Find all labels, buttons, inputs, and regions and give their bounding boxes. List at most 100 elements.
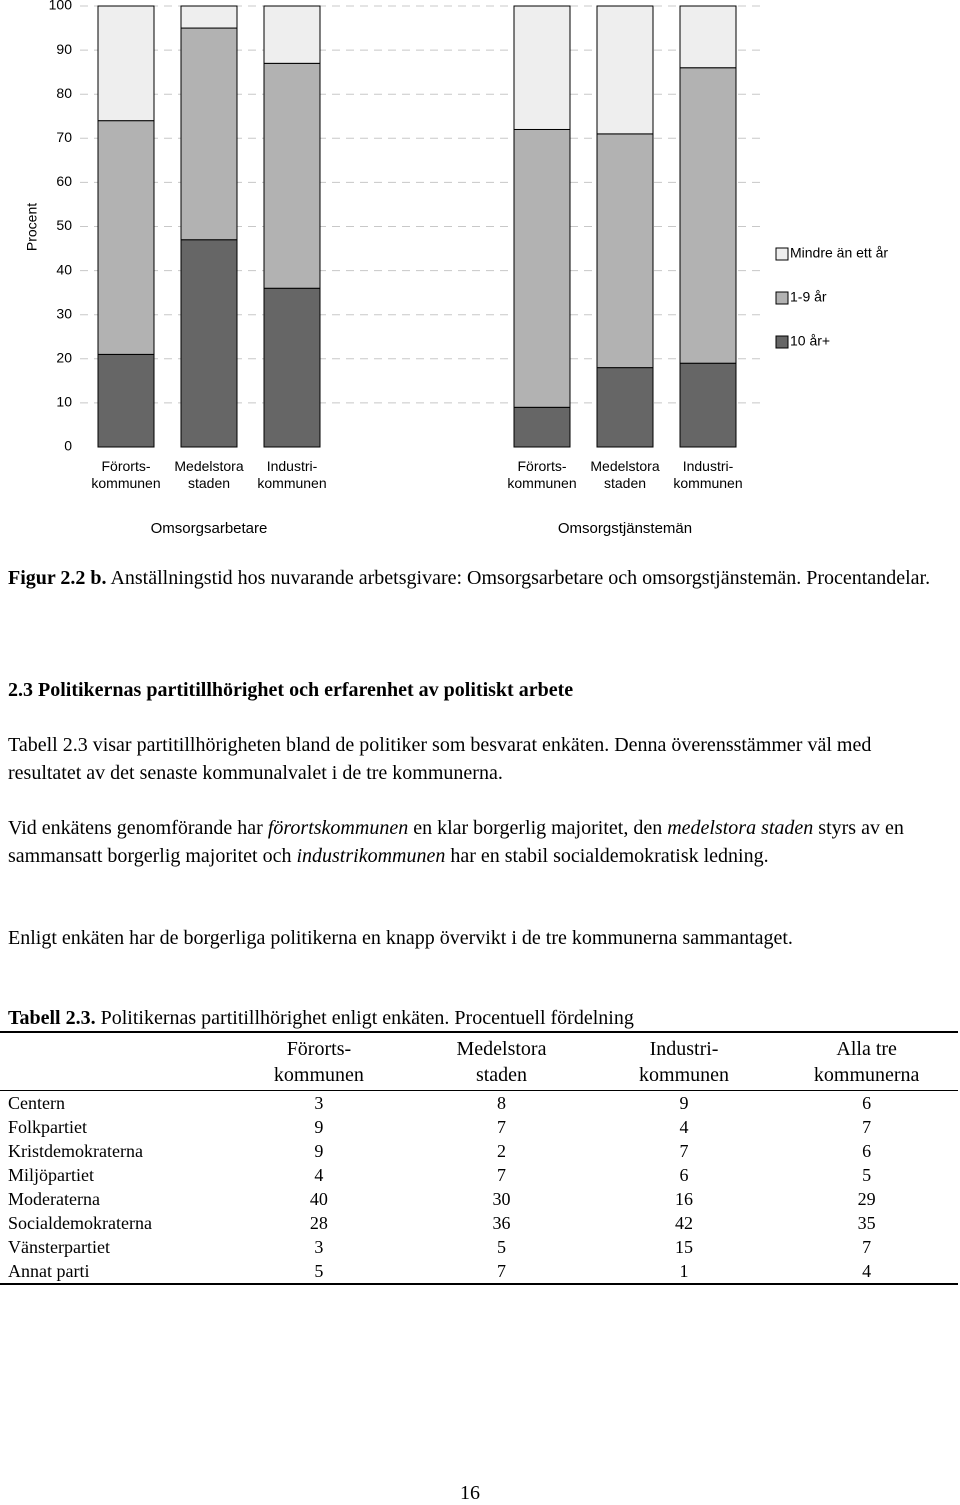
- group-label: Omsorgsarbetare: [150, 520, 268, 537]
- legend-label: 10 år+: [790, 333, 830, 349]
- legend-label: Mindre än ett år: [790, 245, 888, 261]
- text: Enligt enkäten har de borgerliga politik…: [8, 927, 793, 949]
- text: styrs av en sammansatt borgerlig majorit…: [8, 817, 904, 867]
- text: har en stabil socialdemokratisk ledning.: [445, 845, 769, 867]
- table-cell: 3: [314, 1237, 324, 1257]
- bar-segment: [596, 5, 654, 135]
- table-cell: 4: [679, 1117, 689, 1137]
- caption-text: Anställningstid hos nuvarande arbetsgiva…: [110, 567, 931, 589]
- table-header: Industri- kommunen: [592, 1032, 776, 1091]
- paragraph: Enligt enkäten har de borgerliga politik…: [8, 924, 948, 952]
- table-cell: 28: [309, 1213, 328, 1233]
- x-tick-label: Medelstora staden: [590, 458, 660, 491]
- y-tick-label: 100: [49, 0, 73, 13]
- table-cell: 8: [496, 1093, 506, 1113]
- table-cell: 30: [492, 1189, 511, 1209]
- chart: Procent 0 10 20 30 40 50 60 70 80 90 100 10 år+ 1-9 …: [0, 0, 960, 545]
- row-label: Socialdemokraterna: [8, 1213, 152, 1233]
- table-cell: 7: [496, 1165, 506, 1185]
- y-tick-label: 60: [56, 173, 72, 189]
- table-header: Medelstora staden: [410, 1032, 593, 1091]
- bar-segment: [513, 5, 571, 130]
- y-tick-label: 10: [56, 394, 72, 410]
- table-row: Miljöpartiet 4 7 6 5: [0, 1163, 958, 1187]
- table-cell: 3: [314, 1093, 324, 1113]
- legend-label: 1-9 år: [790, 289, 827, 305]
- legend-swatch: [775, 335, 789, 349]
- bar-segment: [596, 367, 654, 448]
- table-cell: 40: [309, 1189, 328, 1209]
- table-cell: 9: [314, 1117, 324, 1137]
- table-cell: 7: [862, 1237, 872, 1257]
- row-label: Vänsterpartiet: [8, 1237, 110, 1257]
- table-cell: 7: [496, 1261, 506, 1281]
- bar-segment: [513, 128, 571, 408]
- table-cell: 16: [675, 1189, 694, 1209]
- y-tick-label: 50: [56, 217, 72, 233]
- y-axis-title: Procent: [24, 203, 40, 251]
- caption-label: Figur 2.2 b.: [8, 567, 107, 589]
- table-cell: 4: [862, 1261, 872, 1281]
- table-cell: 7: [862, 1117, 872, 1137]
- group-label: Omsorgstjänstemän: [557, 520, 693, 537]
- row-label: Kristdemokraterna: [8, 1141, 143, 1161]
- text: Vid enkätens genomförande har: [8, 817, 268, 839]
- table-row: Kristdemokraterna 9 2 7 6: [0, 1139, 958, 1163]
- table-cell: 36: [492, 1213, 511, 1233]
- bar-segment: [679, 67, 737, 364]
- bar-segment: [596, 133, 654, 369]
- table-cell: 7: [679, 1141, 689, 1161]
- x-tick-label: Förorts- kommunen: [507, 458, 577, 491]
- table-cell: 4: [314, 1165, 324, 1185]
- y-tick-label: 0: [64, 438, 72, 454]
- legend-swatch: [775, 291, 789, 305]
- bar-segment: [263, 62, 321, 289]
- table-cell: 5: [314, 1261, 324, 1281]
- bar-segment: [97, 5, 155, 122]
- text: en klar borgerlig majoritet, den: [408, 817, 668, 839]
- italic-text: förortskommunen: [267, 817, 409, 839]
- italic-text: industrikommunen: [296, 845, 446, 867]
- x-tick-label: Industri- kommunen: [257, 458, 327, 491]
- y-tick-label: 40: [56, 261, 72, 277]
- table-header: Alla tre kommunerna: [775, 1032, 958, 1091]
- table-cell: 6: [679, 1165, 689, 1185]
- y-tick-label: 30: [56, 305, 72, 321]
- table-row: Vänsterpartiet 3 5 15 7: [0, 1235, 958, 1259]
- x-tick-label: Medelstora staden: [174, 458, 244, 491]
- table-label: Tabell 2.3.: [8, 1007, 96, 1029]
- bar-segment: [97, 353, 155, 448]
- paragraph: Vid enkätens genomförande har förortskom…: [8, 814, 948, 870]
- table-row: Socialdemokraterna 28 36 42 35: [0, 1211, 958, 1235]
- text: Tabell 2.3 visar partitillhörigheten bla…: [8, 734, 872, 784]
- y-tick-label: 20: [56, 350, 72, 366]
- table-cell: 5: [862, 1165, 872, 1185]
- table-row: Moderaterna 40 30 16 29: [0, 1187, 958, 1211]
- paragraph: Tabell 2.3 visar partitillhörigheten bla…: [8, 731, 948, 787]
- y-tick-label: 80: [56, 85, 72, 101]
- table-cell: 35: [857, 1213, 876, 1233]
- table-cell: 5: [496, 1237, 506, 1257]
- table-caption: Tabell 2.3. Politikernas partitillhörigh…: [8, 1004, 948, 1032]
- table-row: Folkpartiet 9 7 4 7: [0, 1115, 958, 1139]
- table-row: Annat parti 5 7 1 4: [0, 1259, 958, 1284]
- y-tick-label: 70: [56, 129, 72, 145]
- table-cell: 6: [862, 1093, 872, 1113]
- page-number: 16: [460, 1482, 480, 1504]
- chart-svg: Procent 0 10 20 30 40 50 60 70 80 90 100 10 år+ 1-9 …: [24, 0, 889, 454]
- table-cell: 6: [862, 1141, 872, 1161]
- table-header-row: Förorts- kommunen Medelstora staden Indust…: [0, 1032, 958, 1091]
- bar-segment: [679, 362, 737, 448]
- table-cell: 7: [496, 1117, 506, 1137]
- table-caption-text: Politikernas partitillhörighet enligt en…: [100, 1007, 634, 1029]
- bar-segment: [180, 27, 238, 241]
- row-label: Folkpartiet: [8, 1117, 87, 1137]
- row-label: Annat parti: [8, 1261, 90, 1281]
- table-cell: 1: [679, 1261, 689, 1281]
- bar-segment: [513, 406, 571, 448]
- legend-swatch: [775, 247, 789, 261]
- table-header: Förorts- kommunen: [227, 1032, 411, 1091]
- bar-segment: [180, 5, 238, 29]
- table-cell: 29: [857, 1189, 876, 1209]
